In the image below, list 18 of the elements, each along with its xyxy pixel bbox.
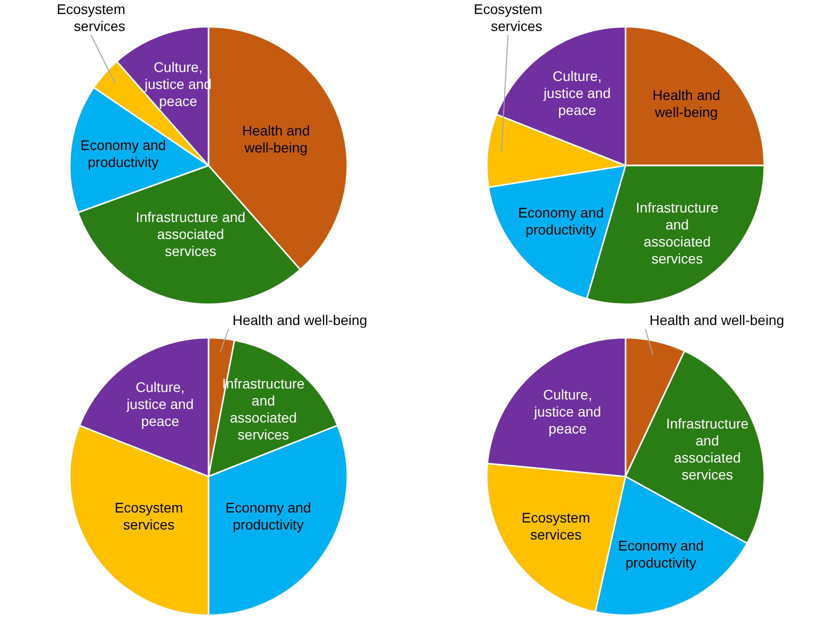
slice-label: Economy and productivity: [518, 204, 604, 238]
slice-label: Health and well-being: [652, 87, 720, 120]
slice-label: Ecosystem services: [56, 0, 126, 34]
slice-label: Health and well-being: [232, 312, 368, 328]
slice-label: Economy and productivity: [225, 499, 311, 532]
slice-label: Infrastructure and associated services: [636, 200, 719, 267]
slice-label: Ecosystem services: [114, 499, 184, 532]
slice-label: Infrastructure and associated services: [136, 209, 246, 260]
slice-label: Health and well-being: [650, 312, 784, 328]
slice-label: Ecosystem services: [522, 509, 590, 542]
slice-label: Economy and productivity: [618, 537, 704, 570]
slice-label: Culture, justice and peace: [126, 379, 194, 430]
slice-label: Economy and productivity: [80, 137, 166, 170]
slice-label: Health and well-being: [242, 122, 310, 156]
slice-label: Culture, justice and peace: [533, 386, 602, 437]
slice-label: Ecosystem services: [474, 0, 542, 34]
slice-label: Infrastructure and associated services: [666, 415, 749, 482]
slice-label: Culture, justice and peace: [542, 68, 611, 118]
